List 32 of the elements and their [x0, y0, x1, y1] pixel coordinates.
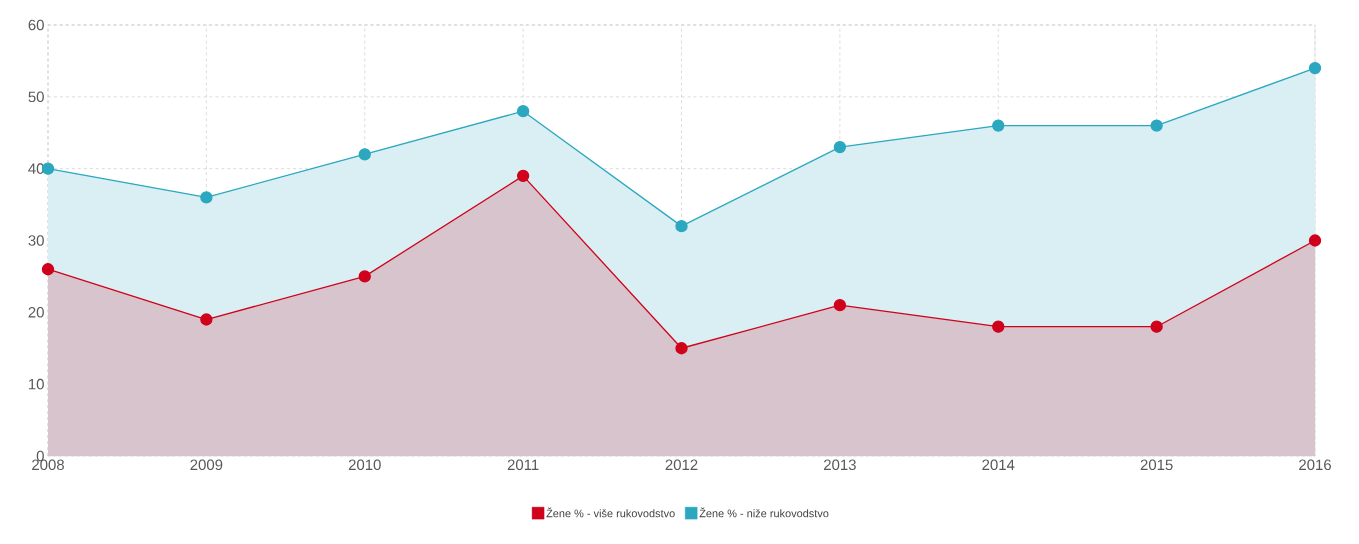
y-tick-label: 50	[28, 91, 44, 103]
y-tick-label: 20	[28, 307, 44, 318]
point	[992, 320, 1005, 333]
y-tick-label: 10	[29, 378, 44, 390]
point	[200, 191, 213, 204]
point	[516, 169, 530, 182]
x-tick-label: 2009	[190, 459, 223, 471]
legend-label: Žene % - niže rukovodstvo	[699, 507, 829, 518]
point	[992, 119, 1005, 132]
point	[1150, 320, 1163, 333]
point	[833, 140, 847, 154]
x-tick-label: 2013	[824, 459, 856, 471]
x-tick-label: 2010	[348, 459, 381, 471]
legend-label: Žene % - više rukovodstvo	[546, 507, 675, 518]
point	[358, 148, 371, 161]
x-tick-label: 2015	[1140, 459, 1173, 471]
x-tick-label: 2014	[982, 459, 1015, 471]
point	[675, 219, 688, 233]
y-tick-label: 60	[28, 19, 44, 31]
x-tick-label: 2011	[507, 459, 539, 471]
point	[1308, 234, 1322, 247]
point	[675, 342, 688, 355]
point	[1150, 119, 1163, 132]
point	[358, 270, 371, 283]
point	[200, 313, 213, 326]
point	[516, 105, 530, 118]
point	[833, 299, 847, 312]
x-tick-label: 2012	[665, 459, 698, 471]
point	[1308, 61, 1322, 75]
x-tick-label: 2016	[1299, 459, 1331, 471]
point	[41, 263, 55, 276]
y-tick-label: 30	[28, 235, 44, 246]
